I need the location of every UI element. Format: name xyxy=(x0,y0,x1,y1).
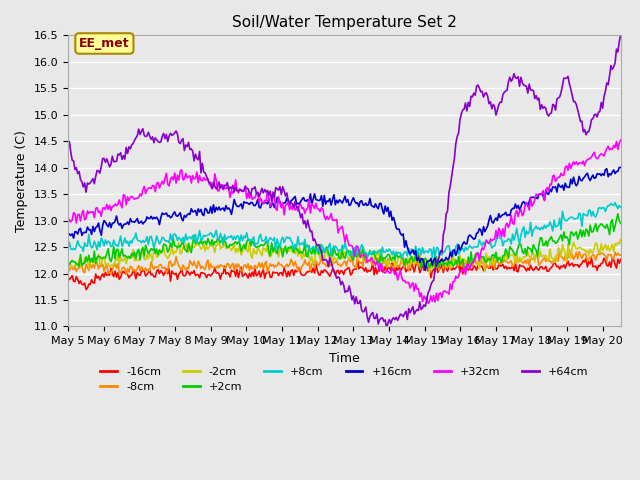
+8cm xyxy=(467,244,475,250)
+2cm xyxy=(467,249,475,255)
Legend: -16cm, -8cm, -2cm, +2cm, +8cm, +16cm, +32cm, +64cm: -16cm, -8cm, -2cm, +2cm, +8cm, +16cm, +3… xyxy=(96,362,593,396)
+64cm xyxy=(383,325,390,331)
+32cm xyxy=(424,300,432,306)
-8cm xyxy=(566,247,573,253)
-16cm xyxy=(246,270,253,276)
Line: -8cm: -8cm xyxy=(68,250,621,274)
+16cm xyxy=(283,195,291,201)
+2cm xyxy=(131,249,138,255)
-16cm xyxy=(588,255,595,261)
-16cm xyxy=(82,287,90,292)
+64cm xyxy=(244,186,252,192)
+2cm xyxy=(417,266,425,272)
+8cm xyxy=(465,245,472,251)
+2cm xyxy=(614,211,621,216)
+16cm xyxy=(244,201,252,206)
+16cm xyxy=(131,219,138,225)
-2cm xyxy=(465,260,472,266)
-2cm xyxy=(426,271,433,276)
-2cm xyxy=(467,259,475,265)
-2cm xyxy=(412,258,419,264)
+8cm xyxy=(398,256,406,262)
Y-axis label: Temperature (C): Temperature (C) xyxy=(15,130,28,232)
+8cm xyxy=(413,253,421,259)
+32cm xyxy=(467,262,475,268)
Title: Soil/Water Temperature Set 2: Soil/Water Temperature Set 2 xyxy=(232,15,457,30)
+16cm xyxy=(412,248,419,253)
-2cm xyxy=(64,259,72,265)
-2cm xyxy=(131,258,138,264)
+16cm xyxy=(465,234,472,240)
+64cm xyxy=(465,99,472,105)
+64cm xyxy=(467,93,475,99)
+2cm xyxy=(412,252,419,258)
+64cm xyxy=(131,138,138,144)
-16cm xyxy=(413,259,421,265)
+2cm xyxy=(64,260,72,265)
+2cm xyxy=(283,251,291,256)
+64cm xyxy=(283,190,291,196)
+8cm xyxy=(64,245,72,251)
+32cm xyxy=(412,281,419,287)
+32cm xyxy=(131,196,138,202)
-8cm xyxy=(617,252,625,258)
-16cm xyxy=(64,275,72,280)
-8cm xyxy=(64,270,72,276)
+32cm xyxy=(617,137,625,143)
+8cm xyxy=(611,200,619,205)
-8cm xyxy=(132,268,140,274)
Line: +64cm: +64cm xyxy=(68,34,621,328)
+16cm xyxy=(422,267,429,273)
+64cm xyxy=(617,31,625,37)
-16cm xyxy=(617,256,625,262)
-2cm xyxy=(244,249,252,255)
Line: +32cm: +32cm xyxy=(68,140,621,303)
-16cm xyxy=(467,267,475,273)
+8cm xyxy=(617,204,625,210)
+16cm xyxy=(64,233,72,239)
Line: +2cm: +2cm xyxy=(68,214,621,269)
-8cm xyxy=(284,264,292,269)
-2cm xyxy=(617,237,625,242)
+32cm xyxy=(283,201,291,207)
+64cm xyxy=(413,307,421,312)
+16cm xyxy=(467,233,475,239)
+2cm xyxy=(465,254,472,260)
Line: +8cm: +8cm xyxy=(68,203,621,259)
-16cm xyxy=(465,267,472,273)
+64cm xyxy=(64,143,72,149)
Line: +16cm: +16cm xyxy=(68,168,621,270)
X-axis label: Time: Time xyxy=(329,352,360,365)
-8cm xyxy=(122,271,130,277)
+8cm xyxy=(283,234,291,240)
Text: EE_met: EE_met xyxy=(79,37,130,50)
-16cm xyxy=(284,268,292,274)
+16cm xyxy=(617,165,625,170)
-8cm xyxy=(467,257,475,263)
-16cm xyxy=(132,276,140,282)
+32cm xyxy=(64,220,72,226)
Line: -2cm: -2cm xyxy=(68,240,621,274)
-8cm xyxy=(413,261,421,266)
-8cm xyxy=(465,259,472,264)
-8cm xyxy=(246,267,253,273)
+8cm xyxy=(244,237,252,243)
-2cm xyxy=(283,248,291,253)
+32cm xyxy=(244,190,252,196)
Line: -16cm: -16cm xyxy=(68,258,621,289)
+2cm xyxy=(244,236,252,242)
+2cm xyxy=(617,220,625,226)
+8cm xyxy=(131,235,138,241)
+32cm xyxy=(465,261,472,267)
